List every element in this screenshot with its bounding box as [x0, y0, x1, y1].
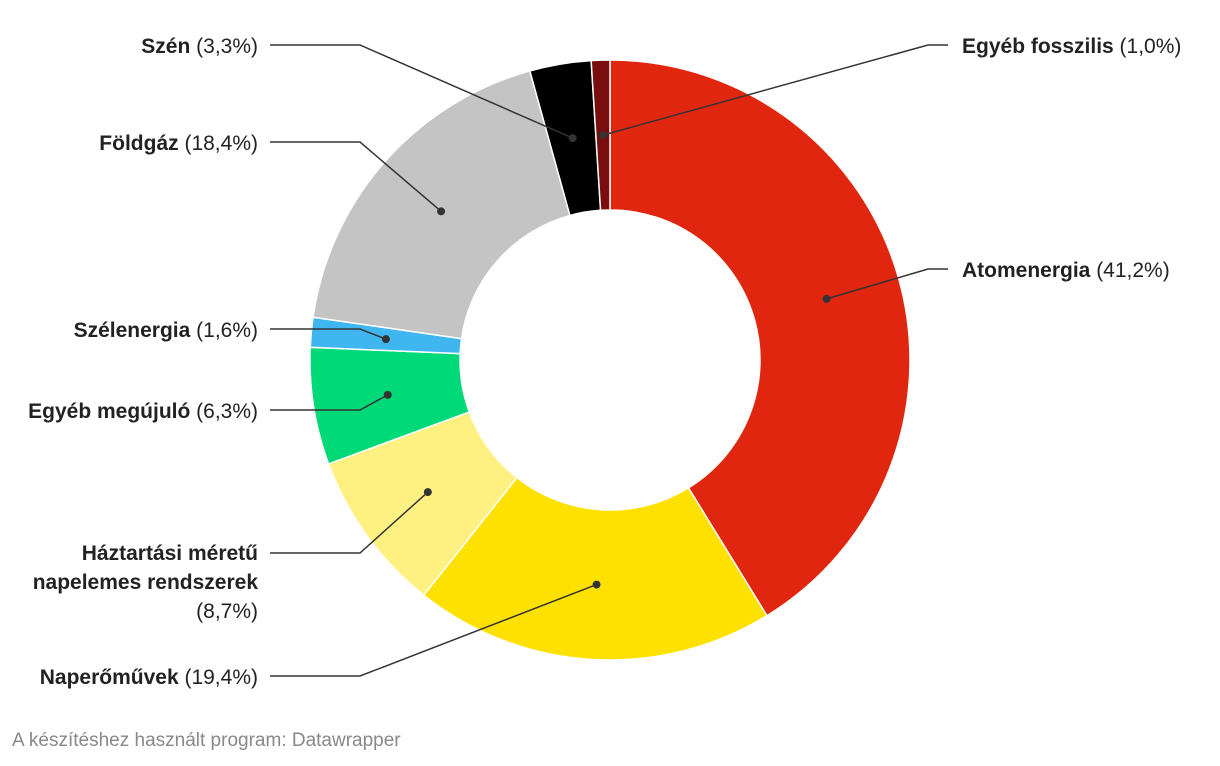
slice-1: [609, 59, 911, 617]
slice-6: [312, 69, 571, 340]
slice-label-5: Szélenergia (1,6%): [74, 319, 258, 342]
slice-label-3-line-2: napelemes rendszerek: [33, 571, 259, 594]
leader-line-6: [270, 141, 442, 212]
slice-label-7: Szén (3,3%): [141, 35, 258, 58]
leader-dot-8: [598, 131, 607, 140]
leader-line-1: [826, 268, 948, 300]
leader-dot-1: [822, 294, 831, 303]
slice-2: [422, 476, 768, 661]
leader-line-4: [270, 394, 389, 411]
leader-dot-5: [381, 335, 390, 344]
leader-dot-2: [592, 580, 601, 589]
slice-label-2: Naperőművek (19,4%): [40, 666, 258, 689]
slice-label-8: Egyéb fosszilis (1,0%): [962, 35, 1181, 58]
slices-group: [309, 59, 911, 661]
slice-label-1: Atomenergia (41,2%): [962, 259, 1170, 282]
leader-line-7: [270, 44, 573, 139]
footer-credit: A készítéshez használt program: Datawrap…: [12, 730, 401, 751]
slice-label-6: Földgáz (18,4%): [99, 132, 258, 155]
slice-label-4: Egyéb megújuló (6,3%): [28, 400, 258, 423]
leader-line-8: [602, 44, 948, 136]
leader-lines-group: [270, 44, 948, 677]
leader-dot-6: [437, 207, 446, 216]
slice-label-3-line-1: Háztartási méretű: [82, 542, 258, 565]
slice-label-3-line-3: (8,7%): [196, 600, 258, 623]
leader-line-5: [270, 328, 387, 340]
leader-line-2: [270, 583, 597, 677]
labels-group: Atomenergia (41,2%) Naperőművek (19,4%) Há…: [28, 35, 1181, 689]
leader-dot-7: [568, 134, 577, 143]
leader-dot-4: [383, 390, 392, 399]
leader-dot-3: [423, 488, 432, 497]
leader-line-3: [270, 491, 429, 554]
donut-chart: Atomenergia (41,2%) Naperőművek (19,4%) Há…: [28, 35, 1181, 689]
